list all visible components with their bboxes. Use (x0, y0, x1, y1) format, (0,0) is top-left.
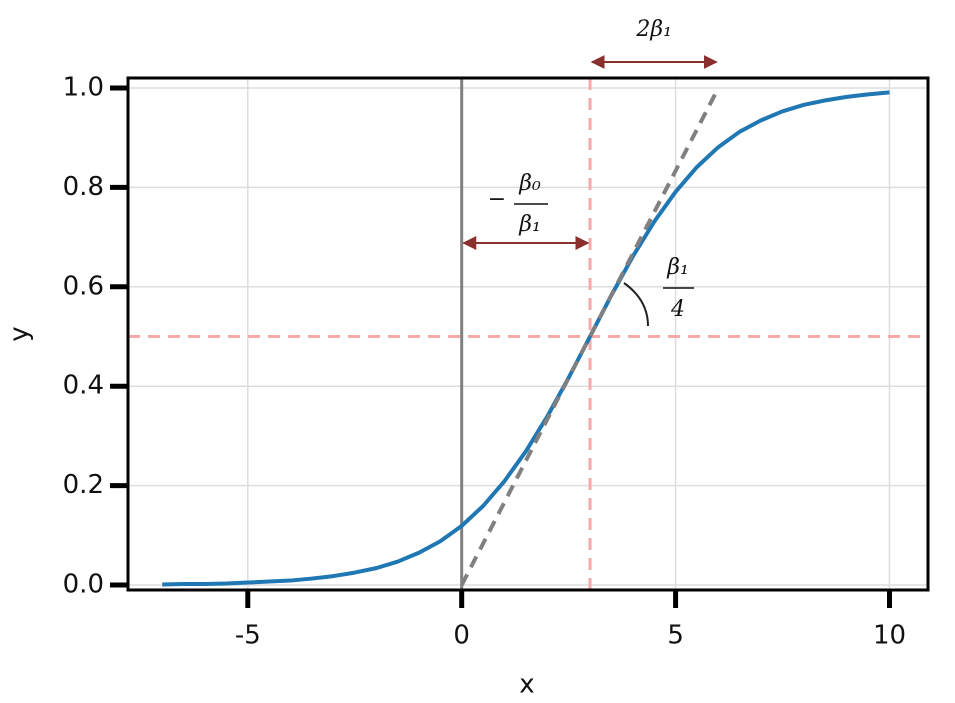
y-tick-label: 0.0 (63, 570, 104, 600)
grid (128, 78, 928, 590)
x-axis-label: x (519, 670, 534, 700)
x-tick-label: 5 (667, 621, 684, 651)
curve (162, 90, 890, 587)
y-tick-label: 0.8 (63, 172, 104, 202)
annotation: 2β₁ (635, 17, 672, 42)
y-tick-label: 0.2 (63, 470, 104, 500)
y-tick-label: 1.0 (63, 72, 104, 102)
y-tick-label: 0.4 (63, 371, 104, 401)
annotation: β₁ (518, 212, 541, 237)
plot-area (128, 78, 928, 590)
y-axis-label: y (5, 326, 35, 341)
angle-arc (623, 282, 649, 327)
tangent-line (459, 87, 721, 586)
x-tick-label: 0 (453, 621, 470, 651)
x-tick-label: -5 (235, 621, 261, 651)
annotation: 4 (670, 297, 685, 322)
annotation: − (488, 187, 506, 212)
plot-frame (126, 76, 930, 592)
y-tick-label: 0.6 (63, 271, 104, 301)
annotation: β₀ (518, 171, 541, 196)
annotation: β₁ (666, 255, 689, 280)
x-tick-label: 10 (873, 621, 906, 651)
